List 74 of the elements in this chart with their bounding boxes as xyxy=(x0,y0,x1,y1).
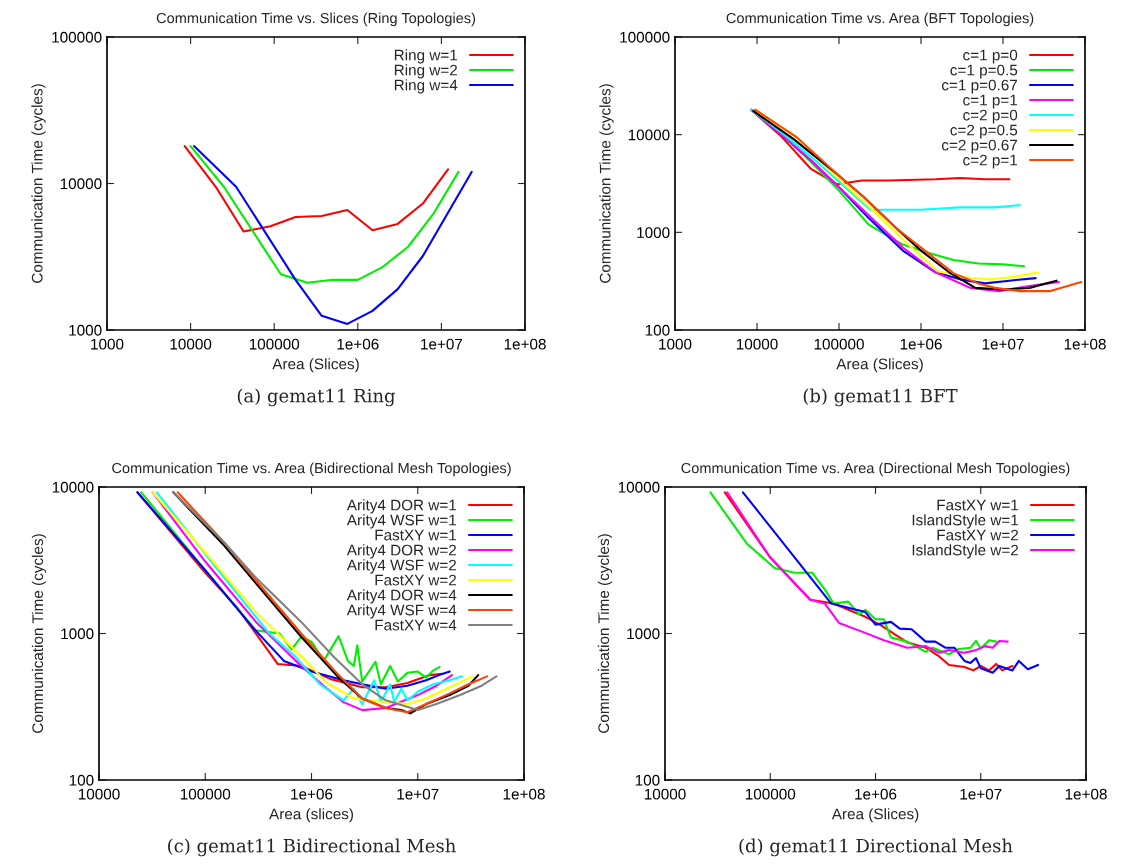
y-tick-label: 1000 xyxy=(61,628,94,640)
x-tick-label: 1e+07 xyxy=(397,788,439,800)
x-tick-label: 1e+08 xyxy=(1065,788,1107,800)
x-axis-title: Area (Slices) xyxy=(836,358,923,373)
legend-label: FastXY w=4 xyxy=(375,619,457,631)
x-axis-title: Area (Slices) xyxy=(272,358,359,373)
x-tick-label: 1e+06 xyxy=(291,788,333,800)
x-tick-label: 1000 xyxy=(659,338,692,350)
y-tick-label: 100 xyxy=(645,324,670,336)
legend-label: Arity4 DOR w=2 xyxy=(346,544,457,559)
legend-label: c=2 p=0 xyxy=(963,109,1018,124)
legend-label: c=2 p=1 xyxy=(963,154,1018,169)
y-tick-label: 10000 xyxy=(618,481,660,493)
legend-label: FastXY w=1 xyxy=(937,499,1019,511)
y-tick-label: 1000 xyxy=(637,227,670,239)
legend-label: c=1 p=0.67 xyxy=(941,79,1018,94)
y-tick-label: 10000 xyxy=(628,129,670,141)
legend-label: FastXY w=1 xyxy=(375,529,457,541)
x-tick-label: 1e+06 xyxy=(900,338,942,350)
x-tick-label: 1e+07 xyxy=(960,788,1002,800)
y-axis-title: Communication Time (cycles) xyxy=(599,84,614,283)
text: (d) gemat11 Directional Mesh xyxy=(739,838,1013,857)
y-tick-label: 10000 xyxy=(52,481,94,493)
legend-label: Arity4 WSF w=4 xyxy=(346,604,457,619)
y-axis-title: Communication Time (cycles) xyxy=(31,534,47,733)
legend-label: Ring w=2 xyxy=(394,64,458,79)
x-tick-label: 100000 xyxy=(814,338,864,350)
legend-label: IslandStyle w=1 xyxy=(912,514,1019,529)
text: (c) gemat11 Bidirectional Mesh xyxy=(168,838,456,857)
x-tick-label: 1e+08 xyxy=(1064,338,1106,350)
legend-label: Ring w=1 xyxy=(394,49,458,64)
y-tick-label: 100000 xyxy=(620,31,670,43)
x-tick-label: 100000 xyxy=(745,788,796,800)
y-tick-label: 100 xyxy=(635,774,660,786)
x-tick-label: 1e+06 xyxy=(855,788,897,800)
y-tick-label: 10000 xyxy=(60,178,102,190)
legend-label: IslandStyle w=2 xyxy=(912,544,1019,559)
legend-label: c=1 p=1 xyxy=(963,94,1018,109)
legend-label: FastXY w=2 xyxy=(937,529,1019,541)
legend-label: Arity4 DOR w=4 xyxy=(346,589,457,604)
legend-label: Arity4 DOR w=1 xyxy=(346,499,457,514)
chart-title: Communication Time vs. Area (BFT Topologies) xyxy=(726,12,1034,27)
x-tick-label: 100000 xyxy=(249,338,300,350)
x-tick-label: 1e+06 xyxy=(337,338,379,350)
y-tick-label: 1000 xyxy=(69,324,102,336)
x-tick-label: 100000 xyxy=(180,788,231,800)
y-axis-title: Communication Time (cycles) xyxy=(31,84,46,283)
x-tick-label: 1e+08 xyxy=(504,338,546,350)
legend-label: c=1 p=0.5 xyxy=(950,64,1018,79)
x-tick-label: 1e+08 xyxy=(503,788,545,800)
y-tick-label: 100000 xyxy=(52,31,102,43)
chart-title: Communication Time vs. Area (Directional Mesh Topologies) xyxy=(681,462,1070,477)
x-axis-title: Area (Slices) xyxy=(831,808,919,823)
y-tick-label: 100 xyxy=(69,774,94,786)
text: (a) gemat11 Ring xyxy=(237,388,396,407)
x-tick-label: 1e+07 xyxy=(421,338,463,350)
legend-label: c=2 p=0.67 xyxy=(941,139,1018,154)
x-tick-label: 1e+07 xyxy=(982,338,1024,350)
x-tick-label: 1000 xyxy=(91,338,124,350)
legend-label: FastXY w=2 xyxy=(375,574,457,586)
x-axis-title: Area (slices) xyxy=(269,808,353,823)
x-tick-label: 10000 xyxy=(78,788,120,800)
chart-title: Communication Time vs. Area (Bidirectional Mesh Topologies) xyxy=(112,462,511,477)
legend-label: Ring w=4 xyxy=(394,79,458,94)
legend-label: c=1 p=0 xyxy=(963,49,1018,64)
x-tick-label: 10000 xyxy=(736,338,778,350)
x-tick-label: 10000 xyxy=(170,338,212,350)
chart-title: Communication Time vs. Slices (Ring Topologies) xyxy=(156,12,476,27)
y-axis-title: Communication Time (cycles) xyxy=(597,534,613,733)
y-tick-label: 1000 xyxy=(627,628,660,640)
legend-label: c=2 p=0.5 xyxy=(950,124,1018,139)
legend-label: Arity4 WSF w=1 xyxy=(346,514,457,529)
text: (b) gemat11 BFT xyxy=(803,388,958,407)
legend-label: Arity4 WSF w=2 xyxy=(346,559,457,574)
